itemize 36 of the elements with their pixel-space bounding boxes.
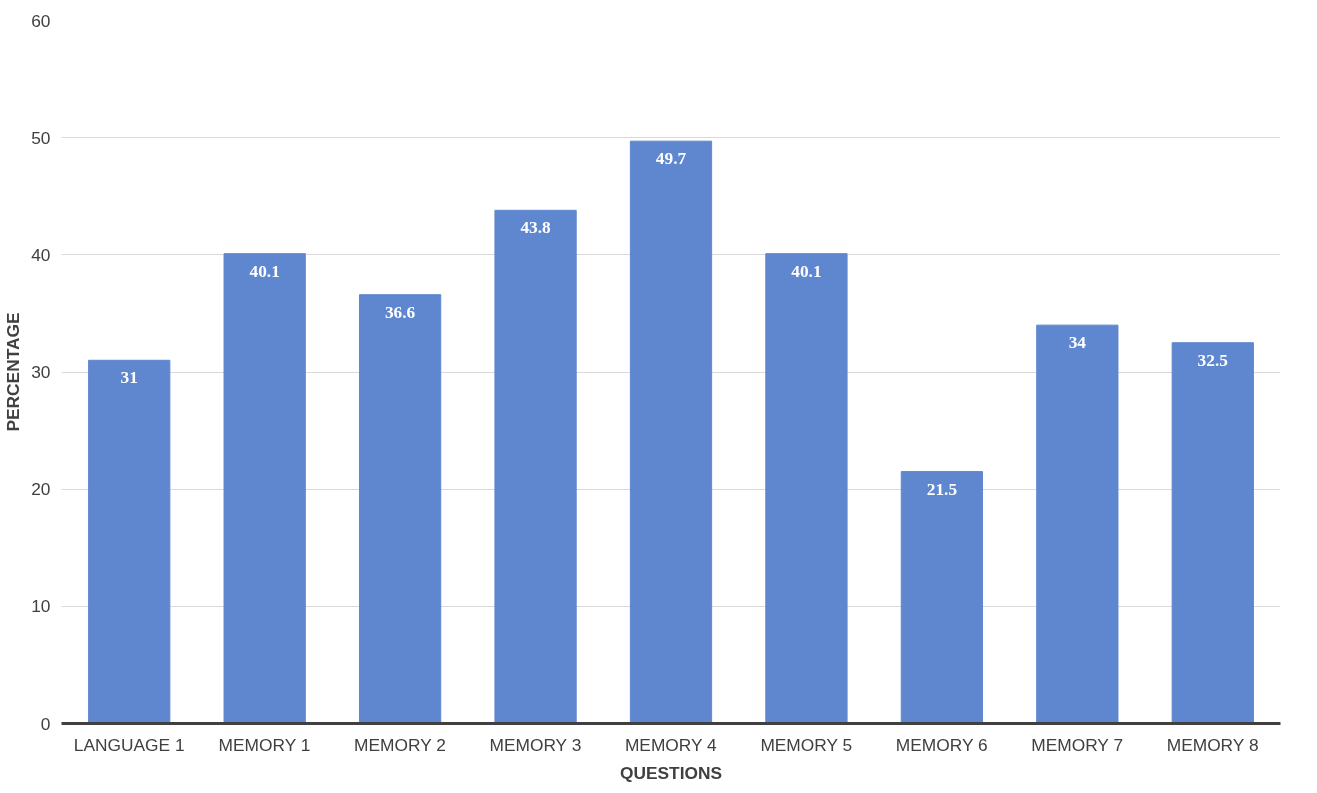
bar: [629, 140, 713, 724]
bar: [765, 253, 848, 724]
x-tick-label: MEMORY 6: [895, 734, 988, 755]
data-label: 40.1: [249, 261, 280, 281]
bar: [223, 253, 306, 724]
y-tick-label: 10: [31, 596, 51, 617]
y-tick-label: 30: [31, 362, 51, 382]
x-tick-label: MEMORY 2: [354, 734, 446, 755]
y-tick-label: 0: [40, 713, 51, 734]
y-axis-title: PERCENTAGE: [3, 312, 24, 432]
x-tick-label: MEMORY 3: [489, 734, 582, 755]
bar: [494, 209, 577, 724]
x-tick-label: MEMORY 7: [1031, 734, 1124, 755]
x-tick-label: MEMORY 1: [218, 734, 311, 755]
x-tick-label: MEMORY 5: [760, 734, 853, 755]
bar: [358, 294, 442, 724]
y-tick-label: 60: [31, 10, 51, 31]
data-label: 43.8: [520, 218, 552, 238]
data-label: 21.5: [926, 479, 958, 499]
data-label: 31: [120, 368, 138, 388]
bar: [88, 359, 171, 724]
data-label: 49.7: [655, 149, 687, 169]
x-tick-label: MEMORY 8: [1166, 734, 1259, 755]
bar: [1036, 324, 1119, 724]
y-tick-label: 50: [31, 127, 51, 148]
bar: [900, 471, 984, 724]
bar: [1171, 342, 1254, 724]
x-tick-label: MEMORY 4: [624, 734, 718, 755]
data-label: 40.1: [791, 261, 822, 281]
data-label: 36.6: [384, 302, 416, 322]
data-label: 34: [1068, 333, 1087, 353]
x-axis-title: QUESTIONS: [619, 762, 723, 783]
y-tick-label: 40: [31, 244, 51, 265]
x-tick-label: LANGUAGE 1: [73, 734, 185, 755]
data-label: 32.5: [1197, 350, 1229, 370]
y-tick-label: 20: [31, 479, 51, 500]
